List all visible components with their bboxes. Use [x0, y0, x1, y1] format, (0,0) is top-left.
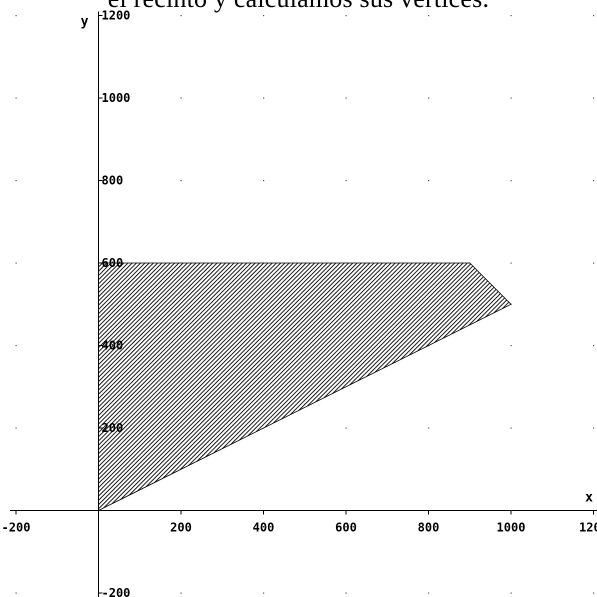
- grid-dot: [510, 97, 512, 99]
- grid-dot: [15, 345, 17, 347]
- grid-dot: [428, 97, 430, 99]
- grid-dot: [593, 262, 595, 264]
- grid-dot: [428, 180, 430, 182]
- axes: [10, 11, 597, 597]
- grid-dot: [593, 592, 595, 594]
- y-tick-label: 1200: [102, 9, 131, 23]
- grid-dot: [263, 180, 265, 182]
- grid-dot: [593, 97, 595, 99]
- x-tick-label: 1000: [497, 521, 526, 535]
- x-tick-label: 400: [253, 521, 275, 535]
- grid-dot: [510, 427, 512, 429]
- x-tick-label: -200: [2, 521, 31, 535]
- y-tick-label: 400: [102, 339, 124, 353]
- y-tick-label: -200: [102, 586, 131, 597]
- x-tick-label: 600: [335, 521, 357, 535]
- grid-dot: [15, 97, 17, 99]
- grid-dot: [345, 97, 347, 99]
- grid-dot: [263, 15, 265, 17]
- grid-dot: [428, 15, 430, 17]
- region-vertex: [469, 262, 471, 264]
- grid-dot: [593, 427, 595, 429]
- grid-dot: [345, 592, 347, 594]
- grid-dot: [180, 592, 182, 594]
- y-tick-label: 600: [102, 256, 124, 270]
- y-tick-label: 200: [102, 421, 124, 435]
- region-layer: [97, 262, 512, 512]
- feasible-region: [98, 262, 512, 512]
- grid-dot: [510, 262, 512, 264]
- grid-dot: [345, 427, 347, 429]
- y-tick-label: 1000: [102, 91, 131, 105]
- grid-dot: [180, 97, 182, 99]
- grid-dot: [345, 180, 347, 182]
- grid-dot: [593, 180, 595, 182]
- grid-dot: [510, 592, 512, 594]
- y-axis-label: y: [81, 15, 89, 30]
- grid-dot: [15, 262, 17, 264]
- x-tick-label: 200: [170, 521, 192, 535]
- region-vertex: [510, 303, 512, 305]
- y-tick-label: 800: [102, 174, 124, 188]
- grid-dot: [510, 180, 512, 182]
- grid-dot: [510, 15, 512, 17]
- x-tick-label: 800: [418, 521, 440, 535]
- grid-dot: [428, 592, 430, 594]
- grid-dot: [15, 427, 17, 429]
- grid-dot: [180, 180, 182, 182]
- tick-labels: -200 200 400 600 800 1000 1200 -200 200 400 600 800…: [2, 9, 597, 597]
- grid-dot: [263, 592, 265, 594]
- grid-dot: [15, 15, 17, 17]
- x-tick-label: 1200: [579, 521, 597, 535]
- grid-dot: [345, 15, 347, 17]
- grid-dot: [263, 97, 265, 99]
- grid-dot: [593, 15, 595, 17]
- grid-dot: [428, 427, 430, 429]
- x-axis-label: x: [585, 491, 593, 506]
- grid-dot: [15, 592, 17, 594]
- grid-dot: [180, 15, 182, 17]
- caption-text: el recinto y calculamos sus vértices.: [0, 0, 597, 14]
- grid-dot: [15, 180, 17, 182]
- grid-dot: [593, 345, 595, 347]
- grid-dot: [510, 345, 512, 347]
